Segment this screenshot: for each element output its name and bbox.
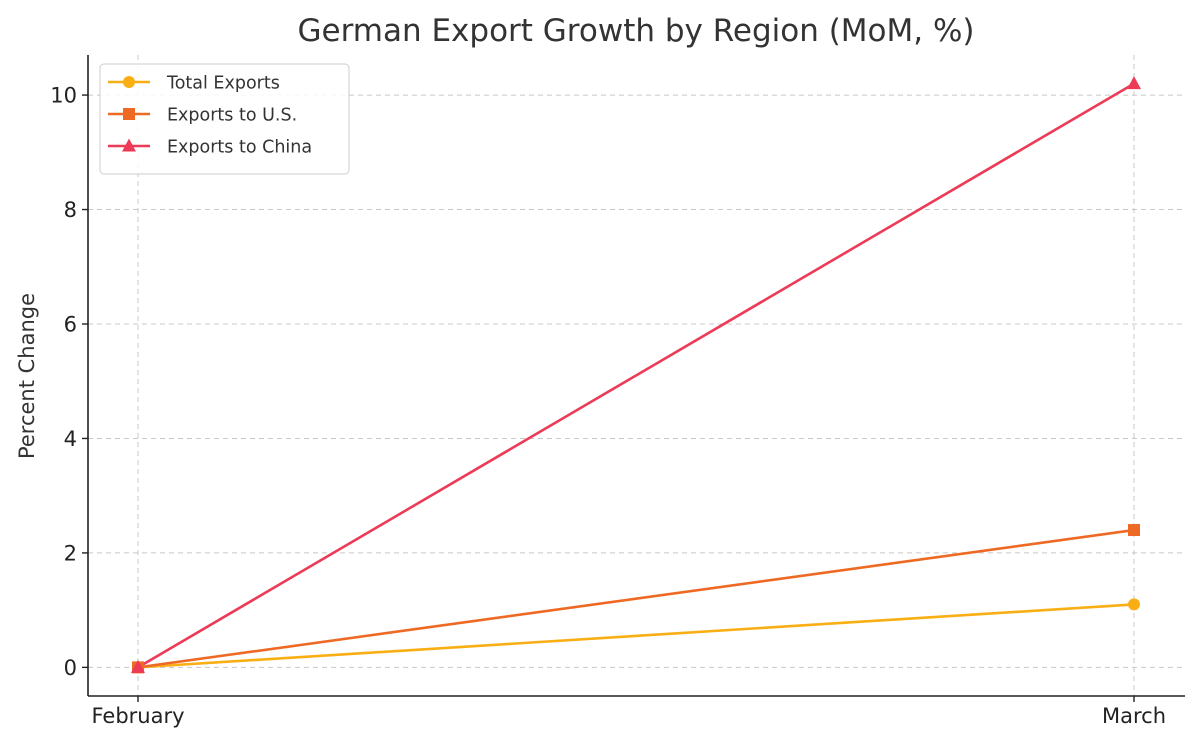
y-tick-label: 6 <box>64 312 77 336</box>
x-tick-label-march: March <box>1102 704 1166 728</box>
legend-label-total-exports: Total Exports <box>166 73 280 93</box>
data-point-exports-to-china-march <box>1127 76 1141 90</box>
y-tick-label: 8 <box>64 198 77 222</box>
legend-label-exports-to-china: Exports to China <box>167 137 312 157</box>
y-tick-label: 4 <box>64 427 77 451</box>
legend: Total Exports Exports to U.S. Exports to C… <box>99 63 350 175</box>
legend-marker-total-exports <box>123 76 135 88</box>
series-lines <box>136 82 1136 669</box>
series-line-exports-to-china <box>136 82 1136 669</box>
series-line-exports-to-u-s <box>136 528 1136 669</box>
data-point-exports-to-u-s-march <box>1128 524 1140 537</box>
legend-marker-exports-to-china <box>122 138 136 152</box>
series-markers <box>131 76 1141 674</box>
axis-ticks: 0 2 4 6 8 10 February March <box>50 84 1166 728</box>
x-tick-label-february: February <box>91 704 184 728</box>
data-point-total-exports-march <box>1128 598 1140 611</box>
data-point-exports-to-china-february <box>131 659 145 673</box>
legend-box <box>99 63 350 175</box>
legend-marker-exports-to-u-s <box>123 108 135 120</box>
series-line-total-exports <box>136 603 1136 669</box>
y-axis-label: Percent Change <box>15 293 39 459</box>
axes <box>87 55 1185 697</box>
legend-label-exports-to-u-s: Exports to U.S. <box>167 105 297 125</box>
y-tick-label: 2 <box>64 541 77 565</box>
chart-title: German Export Growth by Region (MoM, %) <box>297 13 974 49</box>
y-tick-label: 10 <box>50 84 77 108</box>
y-tick-label: 0 <box>64 656 77 680</box>
